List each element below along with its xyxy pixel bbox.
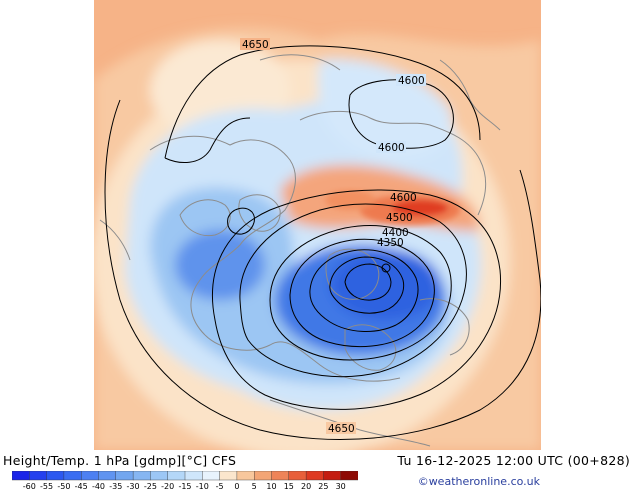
colorbar-tick-label: -50 xyxy=(57,482,70,490)
colorbar-tick-label: 15 xyxy=(284,482,294,490)
colorbar-swatch xyxy=(236,471,255,481)
colorbar-tick-label: 5 xyxy=(252,482,257,490)
contour-label-4600-n: 4600 xyxy=(378,142,405,154)
copyright-link[interactable]: ©weatheronline.co.uk xyxy=(417,475,540,488)
colorbar-tick-label: 10 xyxy=(266,482,276,490)
colorbar-swatch xyxy=(184,471,203,481)
colorbar-tick-label: -10 xyxy=(196,482,209,490)
valid-time: Tu 16-12-2025 12:00 UTC (00+828) xyxy=(397,453,630,468)
contour-label-4650-bottom: 4650 xyxy=(328,423,355,435)
colorbar-swatches xyxy=(12,471,358,481)
contour-label-4400: 4400 xyxy=(382,227,409,239)
temperature-field xyxy=(94,0,541,450)
colorbar-swatch xyxy=(253,471,272,481)
colorbar-swatch xyxy=(132,471,151,481)
colorbar-swatch xyxy=(63,471,82,481)
colorbar-swatch xyxy=(340,471,358,481)
colorbar-swatch xyxy=(202,471,221,481)
colorbar-tick-label: -20 xyxy=(161,482,174,490)
colorbar-labels: -60 -55 -50 -45 -40 -35 -30 -25 -20 -15 -10 -5 0 5 10 1… xyxy=(23,482,346,490)
colorbar-swatch xyxy=(323,471,342,481)
colorbar-swatch xyxy=(80,471,99,481)
contour-label-4600-center: 4600 xyxy=(390,192,417,204)
colorbar-tick-label: -35 xyxy=(109,482,122,490)
coastlines xyxy=(99,54,501,447)
colorbar-tick-label: 0 xyxy=(234,482,239,490)
map-title: Height/Temp. 1 hPa [gdmp][°C] CFS xyxy=(3,453,237,468)
colorbar-tick-label: -55 xyxy=(40,482,53,490)
colorbar-tick-label: -60 xyxy=(23,482,36,490)
contour-label-4500: 4500 xyxy=(386,212,413,224)
colorbar-swatch xyxy=(98,471,117,481)
contour-label-4350: 4350 xyxy=(377,237,404,249)
colorbar-tick-label: -5 xyxy=(216,482,224,490)
footer: Height/Temp. 1 hPa [gdmp][°C] CFS Tu 16-… xyxy=(0,450,634,490)
colorbar-swatch xyxy=(271,471,290,481)
weather-map: 4650 4600 4600 4600 4500 4400 4350 4650 xyxy=(94,0,541,450)
colorbar-swatch xyxy=(305,471,324,481)
colorbar-tick-label: 30 xyxy=(336,482,346,490)
colorbar-tick-label: -45 xyxy=(75,482,88,490)
colorbar-tick-label: -30 xyxy=(127,482,140,490)
contour-label-4650-top: 4650 xyxy=(242,39,269,51)
colorbar-swatch xyxy=(288,471,307,481)
colorbar-tick-label: 20 xyxy=(301,482,311,490)
colorbar-swatch xyxy=(167,471,186,481)
colorbar-swatch xyxy=(115,471,134,481)
colorbar-tick-label: 25 xyxy=(318,482,328,490)
colorbar-swatch xyxy=(219,471,238,481)
colorbar-tick-label: -40 xyxy=(92,482,105,490)
colorbar: -60 -55 -50 -45 -40 -35 -30 -25 -20 -15 -10 -5 0 5 10 1… xyxy=(12,471,358,490)
colorbar-tick-label: -25 xyxy=(144,482,157,490)
colorbar-swatch xyxy=(150,471,169,481)
height-contours xyxy=(104,45,541,440)
contour-label-4600-ne: 4600 xyxy=(398,75,425,87)
contour-labels: 4650 4600 4600 4600 4500 4400 4350 4650 xyxy=(240,38,426,435)
colorbar-swatch xyxy=(29,471,48,481)
colorbar-swatch xyxy=(12,471,30,481)
colorbar-swatch xyxy=(46,471,65,481)
colorbar-tick-label: -15 xyxy=(178,482,191,490)
